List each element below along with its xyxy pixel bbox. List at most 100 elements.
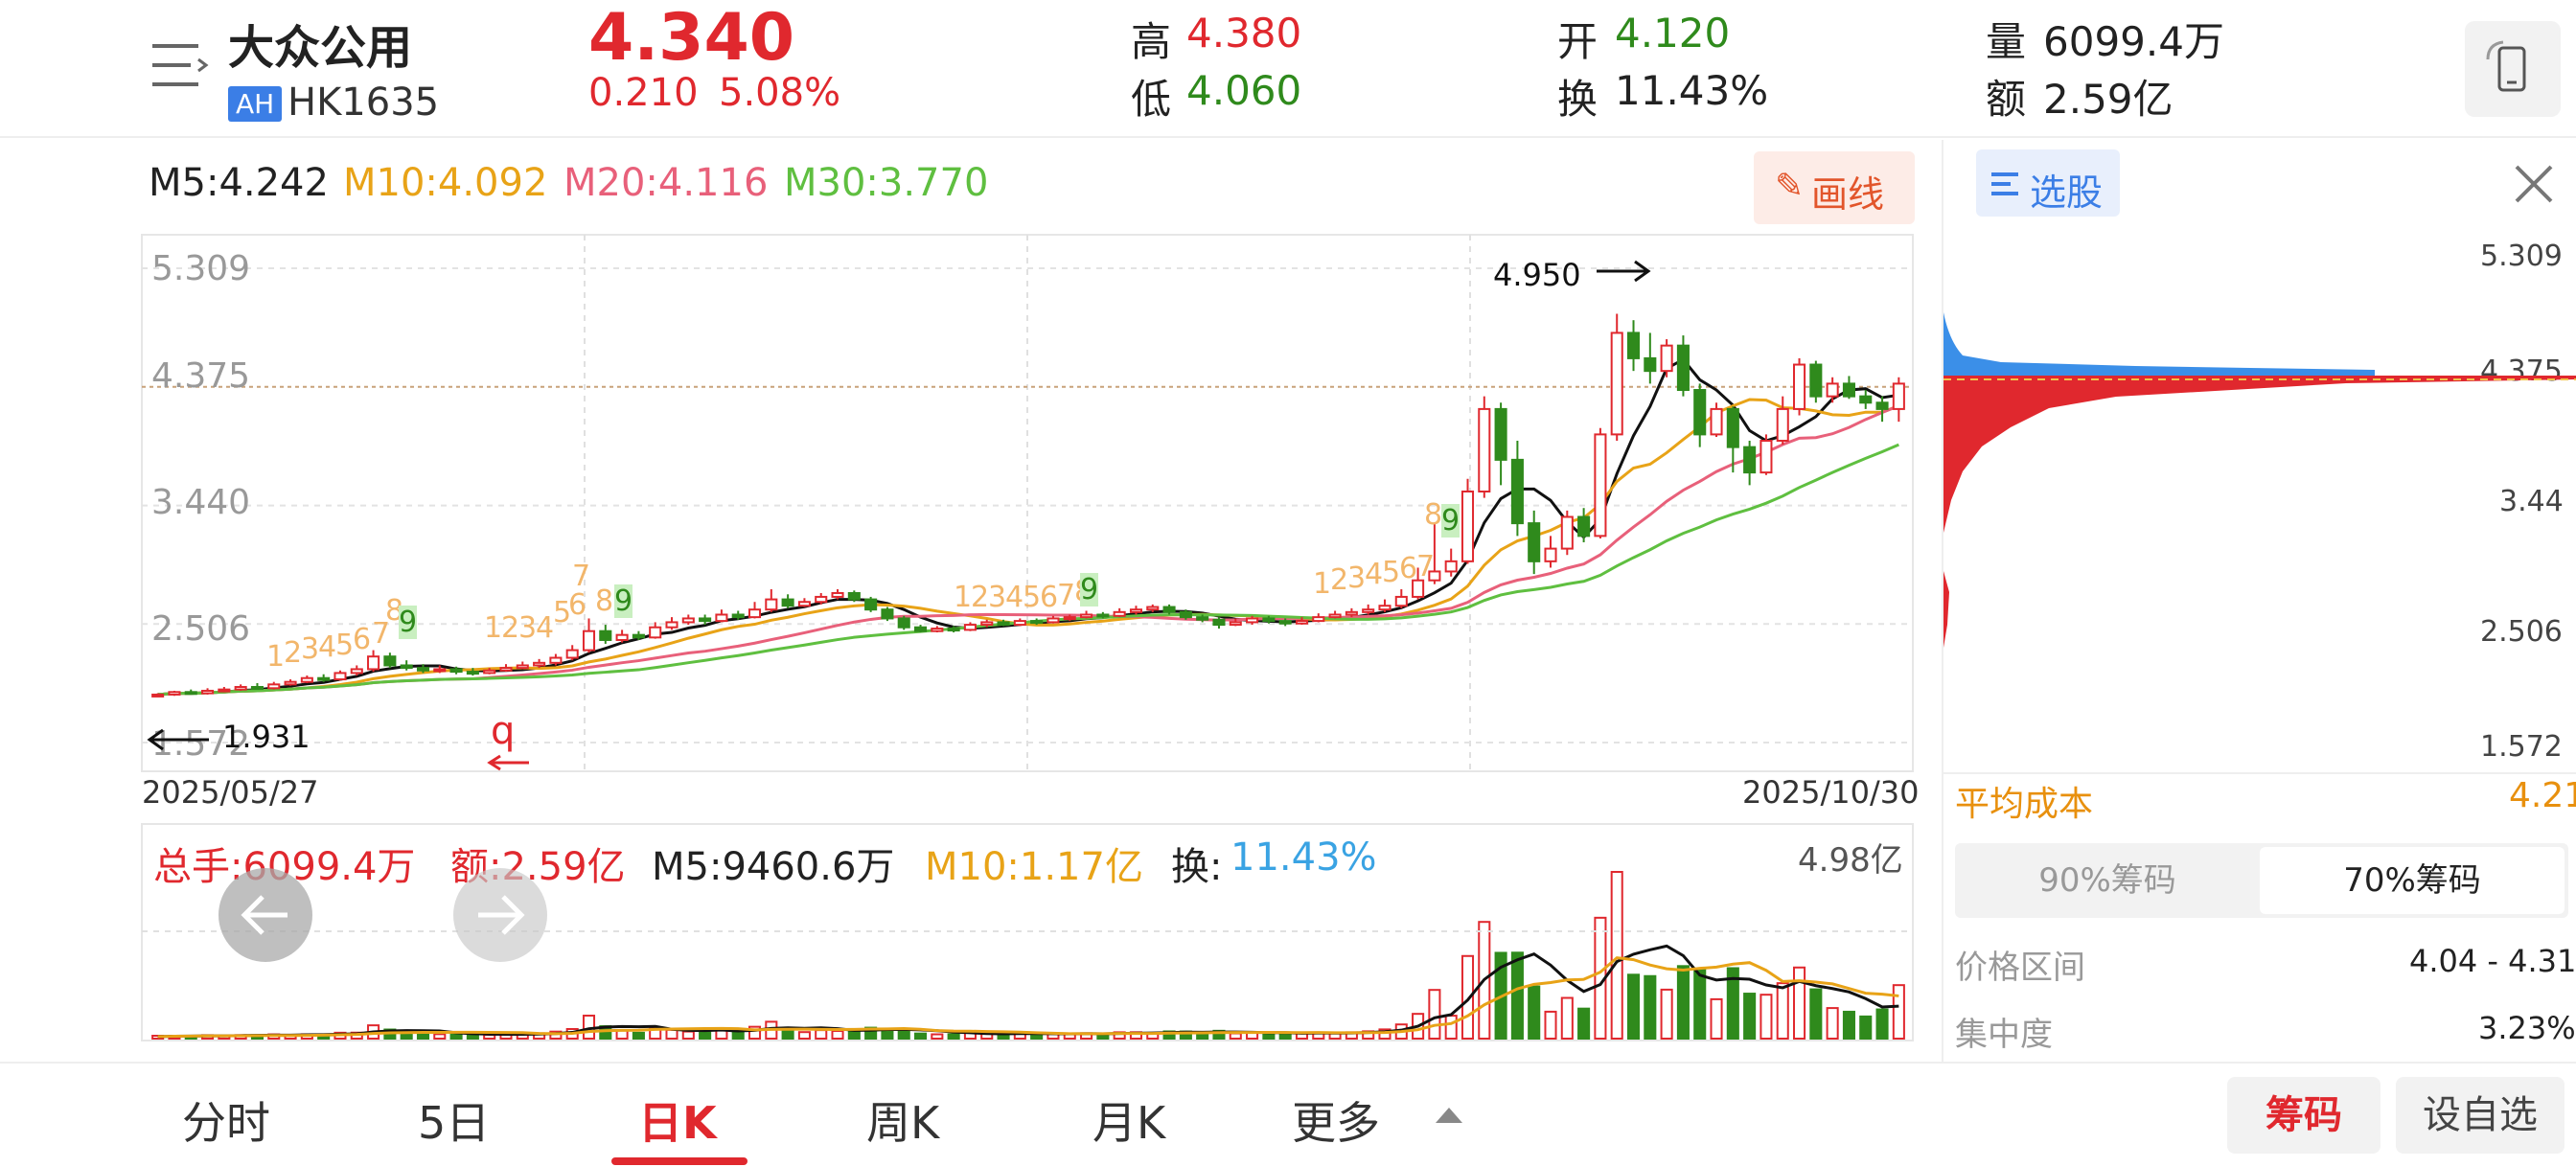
candle <box>699 614 712 626</box>
volume-bar <box>914 1032 928 1041</box>
candle <box>533 658 546 669</box>
ma30-line <box>157 443 1899 697</box>
chips-button[interactable]: 筹码 <box>2227 1077 2380 1154</box>
candle <box>1826 377 1839 403</box>
candle <box>1129 606 1142 615</box>
volume-bar <box>1378 1028 1392 1041</box>
tab-5day[interactable]: 5日 <box>418 1097 491 1149</box>
seq-digit: 4 <box>318 630 337 664</box>
seq-digit: 1 <box>484 611 503 645</box>
seq-digit: 7 <box>1416 550 1436 584</box>
volume-bar <box>1262 1032 1276 1040</box>
candle <box>483 668 496 675</box>
candle <box>963 622 977 631</box>
seq-digit: 4 <box>1005 581 1024 614</box>
low-annotation: 1.931 <box>222 719 310 755</box>
avg-cost-label: 平均成本 <box>1955 785 2094 824</box>
concentration-label: 集中度 <box>1955 1016 2053 1054</box>
candle <box>947 626 960 633</box>
volume-bar <box>1528 985 1541 1040</box>
candle <box>334 670 347 681</box>
candle <box>665 617 678 630</box>
draw-line-button[interactable]: ✎ 画线 <box>1754 151 1915 224</box>
candle <box>218 686 231 693</box>
low-value: 4.060 <box>1186 67 1302 114</box>
high-value: 4.380 <box>1186 10 1302 57</box>
caret-up-icon[interactable] <box>1434 1104 1464 1127</box>
candle <box>151 693 165 698</box>
rotate-button[interactable] <box>2465 21 2561 117</box>
candle <box>499 664 513 673</box>
price-tick-2: 4.375 <box>151 356 251 396</box>
candle <box>1063 614 1076 622</box>
candle <box>1842 376 1855 400</box>
add-watchlist-button[interactable]: 设自选 <box>2396 1077 2564 1154</box>
tab-weekly-k[interactable]: 周K <box>866 1097 940 1149</box>
candle <box>997 619 1010 627</box>
volume-bar <box>1859 1015 1873 1040</box>
candle <box>250 683 264 690</box>
tab-monthly-k[interactable]: 月K <box>1092 1097 1166 1149</box>
ma10-legend: M10:4.092 <box>343 161 548 205</box>
bottom-bar: 分时 5日 日K 周K 月K 更多 筹码 设自选 <box>0 1062 2576 1167</box>
tab-90-chips[interactable]: 90%筹码 <box>2038 861 2176 900</box>
volume-bar <box>1428 989 1441 1041</box>
candle <box>466 668 479 676</box>
seq-digit: 8 <box>595 584 614 618</box>
candle <box>881 606 894 622</box>
list-icon <box>1991 172 2018 195</box>
volume-bar <box>1826 1007 1839 1040</box>
ma10-line <box>157 398 1899 697</box>
ma20-legend: M20:4.116 <box>564 161 769 205</box>
candle <box>367 650 380 673</box>
chip-tabs: 90%筹码 70%筹码 <box>1955 843 2568 918</box>
candle <box>1328 610 1342 619</box>
candle <box>1577 508 1591 542</box>
high-label: 高 <box>1131 18 1172 65</box>
volume-bar <box>1560 996 1574 1040</box>
divider <box>1944 772 2576 774</box>
volume-bar <box>1892 984 1905 1041</box>
tab-daily-k[interactable]: 日K <box>638 1097 717 1149</box>
menu-lines-icon[interactable] <box>149 38 210 96</box>
candle <box>433 665 447 674</box>
prev-button[interactable] <box>218 868 312 962</box>
candle <box>1345 607 1358 618</box>
seq-digit: 6 <box>1399 552 1418 585</box>
candle <box>1892 377 1905 423</box>
tab-70-chips[interactable]: 70%筹码 <box>2260 847 2564 914</box>
vol-turn-label: 换: <box>1171 845 1223 889</box>
vol-turn-value: 11.43% <box>1230 835 1377 880</box>
tab-more[interactable]: 更多 <box>1292 1097 1380 1149</box>
stock-code: HK1635 <box>288 80 440 125</box>
candle <box>1875 396 1889 423</box>
candle <box>847 590 861 603</box>
volume-bar <box>1710 997 1723 1040</box>
candle <box>168 690 181 697</box>
candle <box>267 681 281 690</box>
select-stock-button[interactable]: 选股 <box>1976 149 2120 217</box>
seq-digit: 9 <box>399 606 418 639</box>
candle <box>1743 441 1757 486</box>
candle <box>781 594 794 608</box>
candle <box>599 625 612 644</box>
candle <box>864 596 878 612</box>
tab-intraday[interactable]: 分时 <box>182 1097 270 1149</box>
next-button[interactable] <box>453 868 547 962</box>
candle <box>1394 588 1408 608</box>
volume-bar <box>797 1031 811 1040</box>
candle <box>1560 510 1574 556</box>
active-tab-indicator <box>611 1157 748 1165</box>
candle <box>1146 604 1160 612</box>
chip-tick-1: 5.309 <box>2480 240 2563 273</box>
candle <box>1295 617 1309 626</box>
candle <box>350 665 363 676</box>
chip-tick-5: 1.572 <box>2480 730 2563 764</box>
price-change: 0.210 <box>588 71 699 115</box>
candle <box>831 588 844 600</box>
price-tick-3: 3.440 <box>151 483 251 522</box>
close-icon[interactable] <box>2505 155 2563 213</box>
candle <box>748 602 762 619</box>
open-value: 4.120 <box>1615 10 1731 57</box>
